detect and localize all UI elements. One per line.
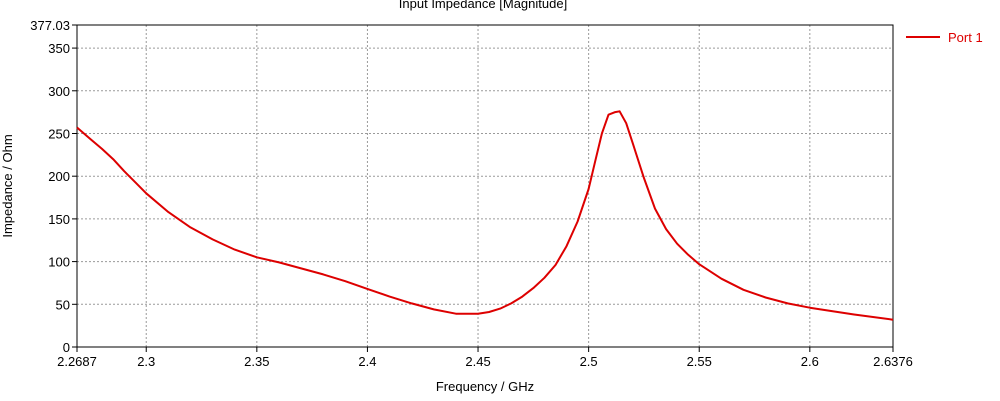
y-axis-ticks: 0 50 100 150 200 250 300 350 377.03 [30,18,77,355]
x-axis-ticks: 2.2687 2.3 2.35 2.4 2.45 2.5 2.55 2.6 2.6376 [57,347,913,369]
x-axis-title: Frequency / GHz [436,379,534,394]
y-tick-label: 150 [48,212,70,227]
x-tick-label: 2.4 [358,354,376,369]
x-tick-label: 2.35 [244,354,269,369]
x-tick-label: 2.2687 [57,354,97,369]
x-tick-label: 2.45 [465,354,490,369]
y-tick-label: 377.03 [30,18,70,33]
y-tick-label: 100 [48,255,70,270]
y-tick-label: 0 [63,340,70,355]
y-tick-label: 200 [48,169,70,184]
gridlines [77,25,893,347]
x-tick-label: 2.5 [580,354,598,369]
x-tick-label: 2.55 [687,354,712,369]
plot-frame [76,24,894,348]
legend: Port 1 [906,30,983,45]
x-tick-label: 2.3 [137,354,155,369]
y-tick-label: 350 [48,41,70,56]
y-tick-label: 250 [48,126,70,141]
series-line-port-1 [76,110,894,321]
y-tick-label: 300 [48,84,70,99]
x-tick-label: 2.6376 [873,354,913,369]
legend-label-port-1: Port 1 [948,30,983,45]
y-axis-title: Impedance / Ohm [0,134,15,237]
x-tick-label: 2.6 [801,354,819,369]
chart-title: Input Impedance [Magnitude] [399,0,567,11]
y-tick-label: 50 [56,297,70,312]
